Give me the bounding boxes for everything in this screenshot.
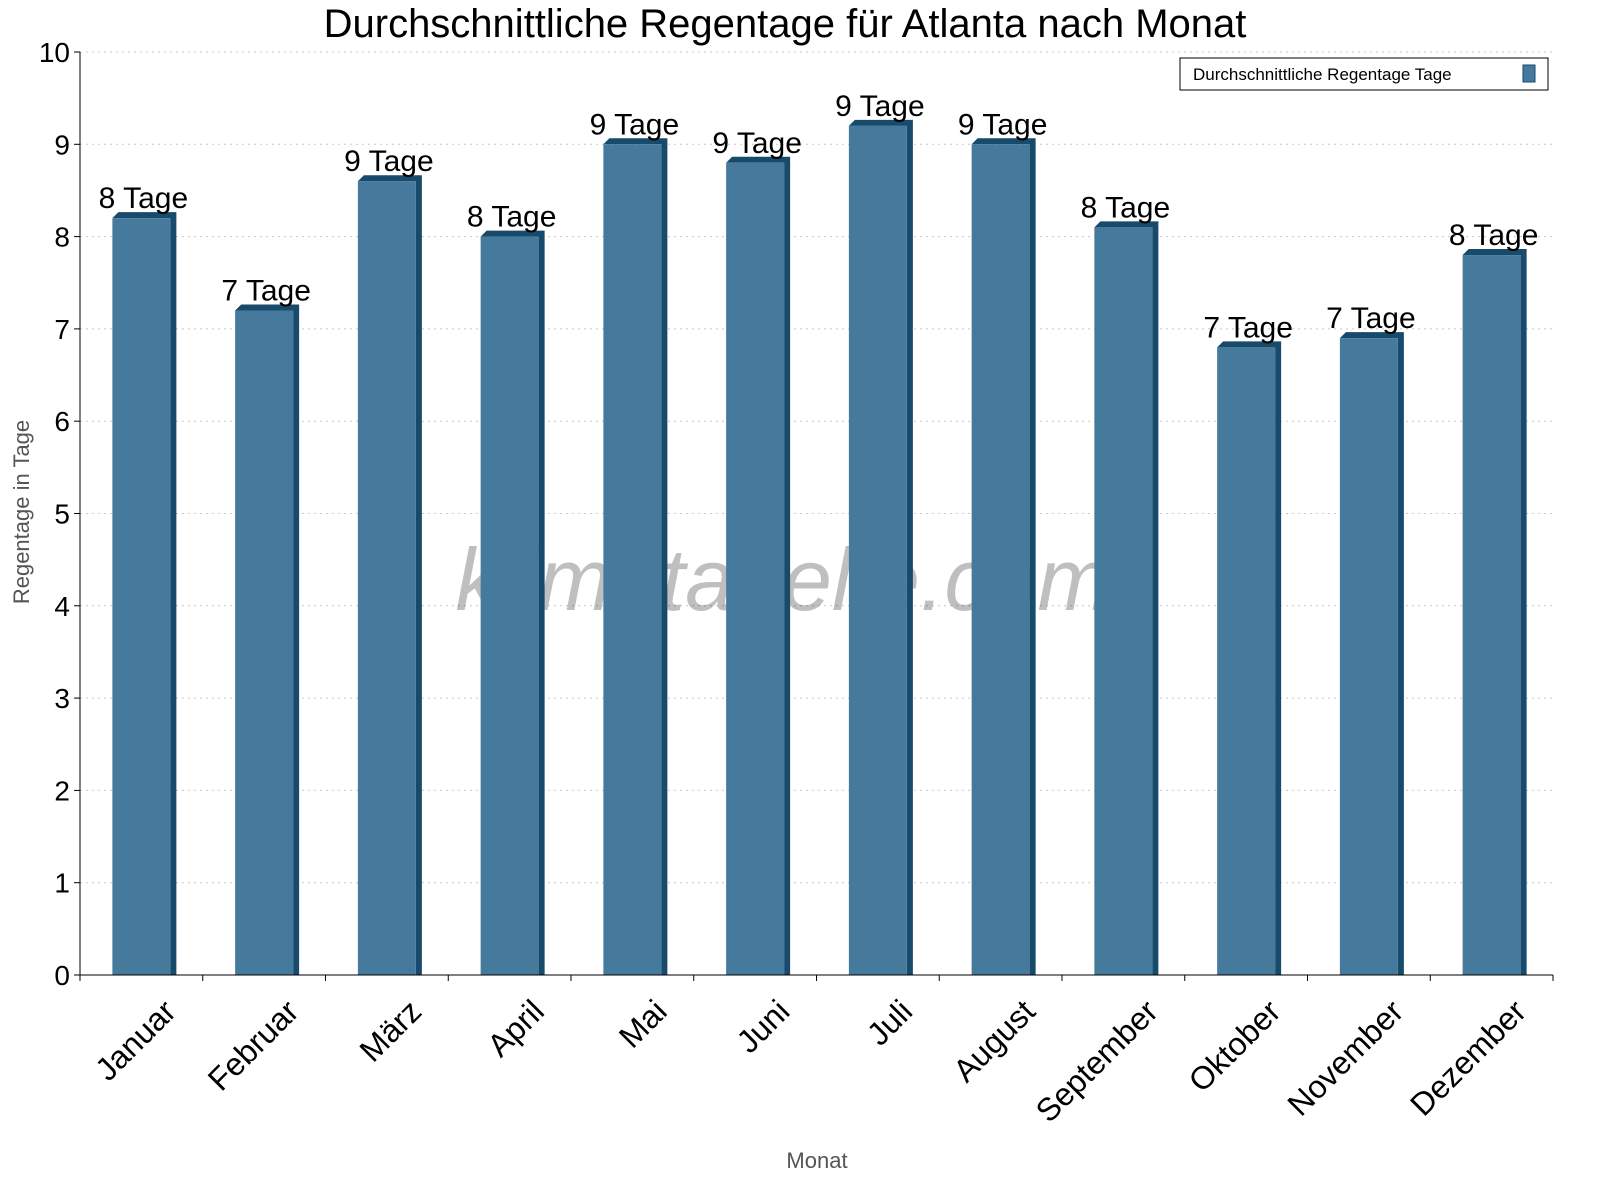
bar <box>1339 338 1398 975</box>
x-axis-label: Monat <box>786 1148 847 1173</box>
bar <box>726 162 785 975</box>
y-tick-label: 5 <box>54 499 70 530</box>
chart-title: Durchschnittliche Regentage für Atlanta … <box>324 2 1247 46</box>
x-tick-label: November <box>1280 993 1410 1123</box>
y-tick-label: 4 <box>54 591 70 622</box>
legend-swatch <box>1522 64 1536 83</box>
data-label: 9 Tage <box>590 108 680 141</box>
bar <box>480 236 539 976</box>
legend: Durchschnittliche Regentage Tage <box>1179 57 1549 91</box>
x-tick-label: Dezember <box>1403 993 1533 1123</box>
legend-label: Durchschnittliche Regentage Tage <box>1193 65 1452 84</box>
bar <box>848 125 907 976</box>
bar <box>1094 227 1153 975</box>
bar <box>235 310 294 975</box>
y-tick-label: 7 <box>54 314 70 345</box>
bar <box>1217 347 1276 975</box>
y-tick-label: 3 <box>54 683 70 714</box>
x-tick-label: Mai <box>612 993 674 1055</box>
y-tick-label: 8 <box>54 222 70 253</box>
bar <box>971 144 1030 976</box>
data-label: 7 Tage <box>1203 311 1293 344</box>
data-label: 9 Tage <box>344 145 434 178</box>
data-label: 7 Tage <box>221 274 311 307</box>
data-label: 7 Tage <box>1326 302 1416 335</box>
data-label: 8 Tage <box>1081 191 1171 224</box>
y-tick-label: 2 <box>54 775 70 806</box>
data-label: 8 Tage <box>99 182 189 215</box>
y-tick-label: 0 <box>54 960 70 991</box>
y-tick-label: 1 <box>54 868 70 899</box>
x-tick-label: April <box>480 993 551 1064</box>
y-tick-label: 9 <box>54 129 70 160</box>
data-label: 9 Tage <box>712 127 802 160</box>
data-label: 8 Tage <box>1449 219 1539 252</box>
bar <box>603 144 662 976</box>
x-tick-label: Oktober <box>1182 993 1288 1099</box>
data-label: 9 Tage <box>835 90 925 123</box>
x-tick-label: Juni <box>730 993 797 1060</box>
legend-box <box>1179 57 1549 91</box>
x-tick-label: Januar <box>88 993 183 1088</box>
y-tick-label: 6 <box>54 406 70 437</box>
x-tick-label: März <box>352 993 428 1069</box>
bars: 8 Tage 7 Tage 9 Tage 8 Tage 9 Tage 9 Tage 9 Ta… <box>99 90 1539 976</box>
x-tick-label: Juli <box>860 993 919 1052</box>
x-tick-label: Februar <box>201 993 306 1098</box>
x-tick-label: September <box>1029 993 1165 1129</box>
bar <box>1462 255 1521 975</box>
y-axis-label: Regentage in Tage <box>9 420 34 604</box>
y-tick-label: 10 <box>39 37 70 68</box>
grid-lines <box>80 51 1553 884</box>
bar <box>357 181 416 976</box>
x-tick-label: August <box>946 993 1042 1089</box>
bar <box>112 218 171 975</box>
data-label: 9 Tage <box>958 108 1048 141</box>
data-label: 8 Tage <box>467 201 557 234</box>
